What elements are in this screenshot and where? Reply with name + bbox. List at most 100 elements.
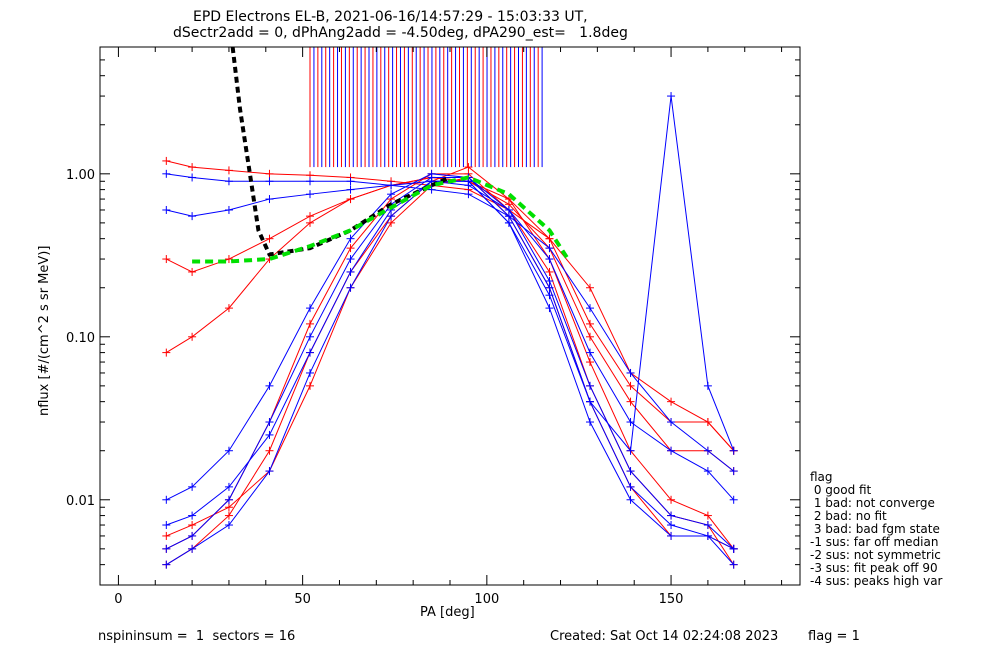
series-point-10 bbox=[667, 92, 676, 101]
series-point-11 bbox=[703, 531, 712, 540]
legend-item-7: -4 sus: peaks high var bbox=[810, 574, 943, 588]
x-tick-label: 50 bbox=[294, 592, 311, 607]
series-point-1 bbox=[224, 255, 233, 264]
series-point-7 bbox=[265, 418, 274, 427]
series-point-3 bbox=[545, 267, 554, 276]
series-point-5 bbox=[188, 521, 197, 530]
x-tick-label: 150 bbox=[659, 592, 684, 607]
series-point-3 bbox=[306, 319, 314, 328]
series-point-9 bbox=[545, 255, 554, 264]
series-point-6 bbox=[464, 190, 473, 199]
series-line-9 bbox=[166, 180, 735, 501]
series-point-10 bbox=[265, 381, 274, 390]
series-point-7 bbox=[545, 276, 554, 285]
series-point-11 bbox=[626, 482, 635, 491]
series-point-6 bbox=[545, 244, 554, 253]
series-point-11 bbox=[667, 521, 676, 530]
series-point-8 bbox=[188, 544, 197, 553]
series-point-8 bbox=[162, 560, 171, 569]
series-point-11 bbox=[188, 511, 197, 520]
legend-item-3: 3 bad: bad fgm state bbox=[810, 522, 940, 536]
legend-item-0: 0 good fit bbox=[810, 483, 872, 497]
series-point-1 bbox=[586, 319, 594, 328]
series-point-1 bbox=[162, 255, 171, 264]
legend-item-5: -2 sus: not symmetric bbox=[810, 548, 941, 562]
series-point-1 bbox=[188, 267, 197, 276]
series-point-9 bbox=[703, 467, 712, 476]
series-point-10 bbox=[427, 169, 436, 178]
series-point-11 bbox=[306, 348, 314, 357]
series-point-0 bbox=[265, 169, 274, 178]
footer-flag: flag = 1 bbox=[808, 629, 860, 644]
series-line-6 bbox=[166, 173, 734, 472]
series-point-8 bbox=[626, 495, 635, 504]
series-line-5 bbox=[166, 176, 734, 550]
chart-title-line-1: EPD Electrons EL-B, 2021-06-16/14:57:29 … bbox=[193, 9, 588, 25]
series-point-6 bbox=[586, 304, 594, 313]
series-point-9 bbox=[224, 205, 233, 214]
series-point-8 bbox=[586, 418, 594, 427]
y-tick-label: 1.00 bbox=[66, 168, 95, 183]
series-point-0 bbox=[224, 166, 233, 175]
series-line-3 bbox=[166, 173, 735, 565]
series-point-4 bbox=[626, 397, 635, 406]
series-point-9 bbox=[729, 495, 738, 504]
axes-layer: 0 50 100 150 0.01 0.10 1.00 bbox=[66, 46, 800, 607]
series-line-4 bbox=[166, 176, 734, 472]
legend-item-6: -3 sus: fit peak off 90 bbox=[810, 561, 938, 575]
legend-item-2: 2 bad: no fit bbox=[810, 509, 887, 523]
series-point-10 bbox=[703, 381, 712, 390]
legend-item-4: -1 sus: far off median bbox=[810, 535, 939, 549]
series-point-10 bbox=[162, 495, 171, 504]
series-point-11 bbox=[224, 482, 233, 491]
series-point-2 bbox=[224, 511, 233, 520]
series-point-6 bbox=[729, 467, 738, 476]
series-line-2 bbox=[166, 166, 735, 566]
series-point-10 bbox=[224, 446, 233, 455]
series-point-9 bbox=[346, 185, 355, 194]
series-point-5 bbox=[306, 381, 314, 390]
series-line-8 bbox=[166, 180, 735, 566]
series-point-10 bbox=[545, 283, 554, 292]
series-point-7 bbox=[162, 544, 171, 553]
series-point-6 bbox=[346, 177, 355, 186]
series-point-0 bbox=[586, 283, 594, 292]
x-tick-label: 0 bbox=[114, 592, 122, 607]
series-line-7 bbox=[166, 176, 735, 550]
series-point-2 bbox=[667, 495, 676, 504]
series-point-7 bbox=[586, 381, 594, 390]
footer-nspininsum: nspininsum = 1 sectors = 16 bbox=[98, 629, 296, 644]
series-point-7 bbox=[224, 495, 233, 504]
series-point-6 bbox=[188, 173, 197, 182]
series-point-4 bbox=[224, 304, 233, 313]
series-point-10 bbox=[188, 482, 197, 491]
series-point-10 bbox=[729, 446, 738, 455]
series-point-4 bbox=[586, 332, 594, 341]
series-point-1 bbox=[703, 418, 712, 427]
series-point-4 bbox=[346, 195, 355, 204]
series-point-9 bbox=[162, 205, 171, 214]
series-point-10 bbox=[306, 304, 314, 313]
series-point-11 bbox=[729, 544, 738, 553]
series-point-5 bbox=[162, 531, 171, 540]
plot-frame bbox=[99, 46, 801, 586]
series-point-9 bbox=[306, 190, 314, 199]
series-point-6 bbox=[626, 368, 635, 377]
series-point-1 bbox=[306, 212, 314, 221]
series-point-7 bbox=[306, 332, 314, 341]
flag-legend: flag 0 good fit 1 bad: not converge 2 ba… bbox=[810, 471, 942, 588]
series-point-6 bbox=[162, 169, 171, 178]
series-point-10 bbox=[346, 234, 355, 243]
series-point-11 bbox=[586, 397, 594, 406]
legend-title: flag bbox=[810, 470, 833, 484]
series-point-9 bbox=[188, 212, 197, 221]
chart-title-line-2: dSectr2add = 0, dPhAng2add = -4.50deg, d… bbox=[173, 25, 628, 41]
series-point-6 bbox=[224, 177, 233, 186]
series-point-11 bbox=[545, 291, 554, 300]
fit-curve bbox=[192, 175, 570, 264]
footer-created: Created: Sat Oct 14 02:24:08 2023 bbox=[550, 629, 779, 644]
series-point-2 bbox=[265, 446, 274, 455]
series-point-9 bbox=[265, 195, 274, 204]
x-axis-label: PA [deg] bbox=[420, 605, 475, 620]
series-point-8 bbox=[306, 368, 314, 377]
